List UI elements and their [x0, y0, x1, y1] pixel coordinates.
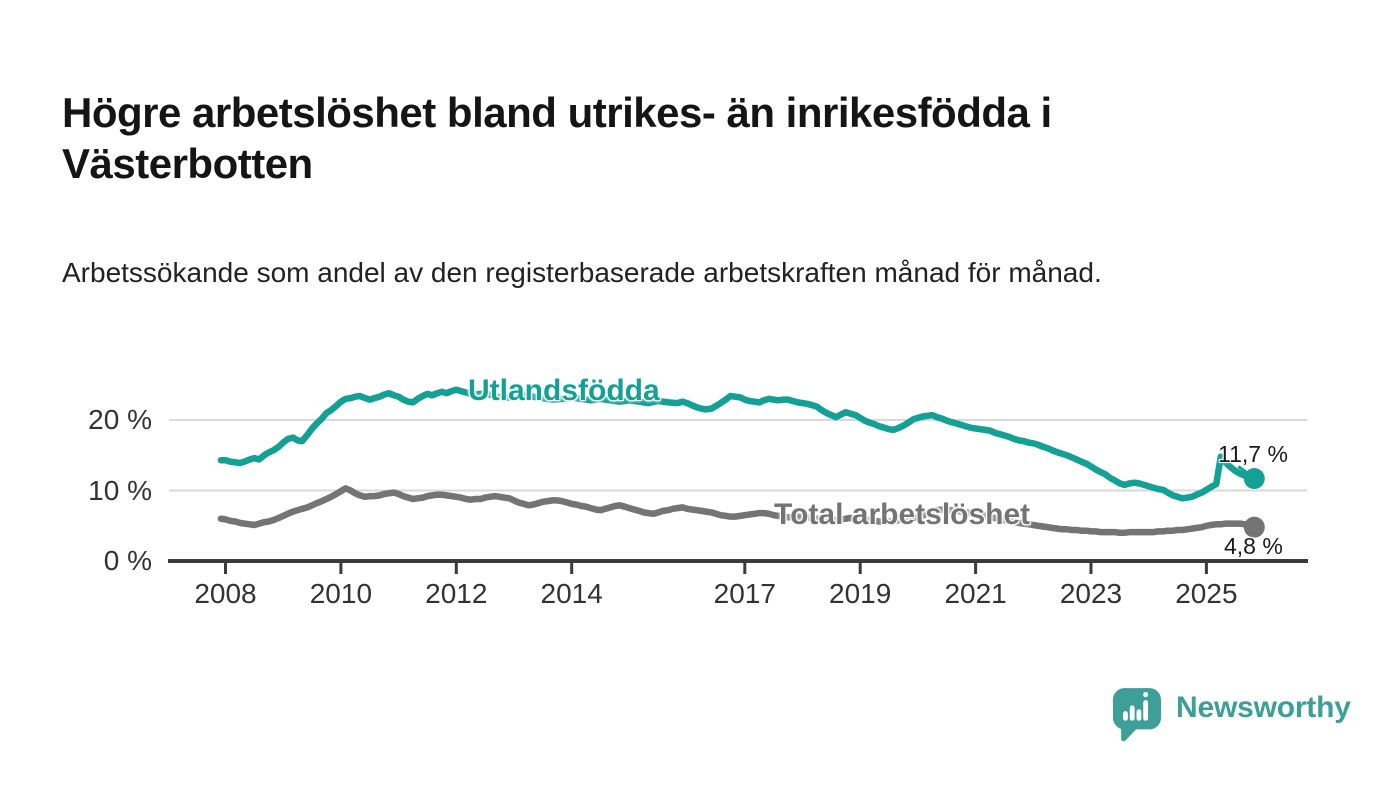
x-axis-label: 2021	[944, 578, 1007, 609]
series-line-utlandsfodda	[217, 386, 1258, 502]
newsworthy-logo-text: Newsworthy	[1176, 691, 1351, 724]
end-value-label-total: 4,8 %	[1224, 533, 1283, 559]
newsworthy-logo-icon	[1113, 688, 1161, 742]
x-axis-label: 2008	[194, 578, 257, 609]
page-title: Högre arbetslöshet bland utrikes- än inr…	[62, 89, 1052, 188]
newsworthy-logo: Newsworthy	[1113, 686, 1351, 744]
x-axis-label: 2010	[309, 578, 373, 609]
x-axis-label: 2025	[1175, 578, 1238, 609]
x-axis-label: 2017	[713, 578, 776, 609]
series-label-utlandsfodda: Utlandsfödda	[468, 374, 660, 407]
series-end-dot-total	[1243, 516, 1265, 538]
series-line-total	[217, 485, 1258, 537]
x-axis-label: 2012	[425, 578, 488, 609]
y-axis-label: 0 %	[103, 545, 152, 576]
series-end-dot-utlandsfodda	[1243, 468, 1265, 490]
end-value-label-utlandsfodda: 11,7 %	[1218, 441, 1288, 467]
x-axis-label: 2019	[829, 578, 892, 609]
y-axis-label: 20 %	[88, 404, 152, 435]
chart-subtitle: Arbetssökande som andel av den registerb…	[62, 257, 1102, 288]
y-axis-label: 10 %	[88, 474, 152, 506]
x-axis-label: 2023	[1059, 578, 1123, 609]
series-label-total-arbetsloshet: Total arbetslöshet	[774, 498, 1031, 531]
x-axis-label: 2014	[540, 578, 603, 609]
